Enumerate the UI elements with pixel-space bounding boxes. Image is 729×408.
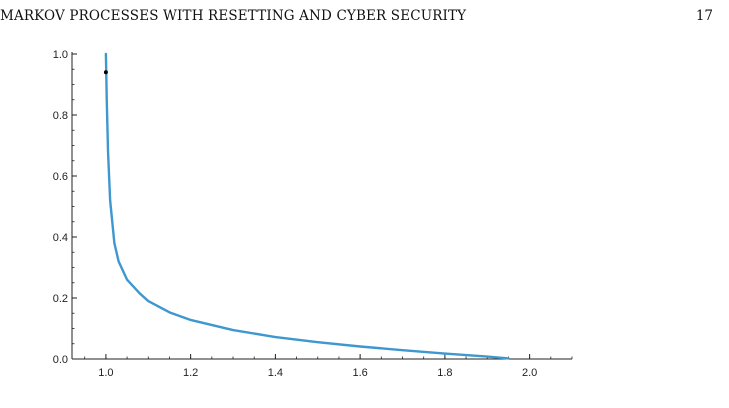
running-title: MARKOV PROCESSES WITH RESETTING AND CYBE… [0,8,467,24]
line-chart: 1.0 1.2 1.4 1.6 1.8 2.0 0.0 0.2 0.4 0.6 0.8 1.0 [53,49,573,379]
y-tick-label: 0.4 [53,232,68,244]
chart-series [104,52,510,360]
figure-caption [0,384,729,404]
y-tick-label: 0.0 [53,354,68,366]
x-tick-label: 1.2 [183,367,198,379]
y-tick-label: 1.0 [53,49,68,61]
x-tick-label: 1.6 [352,367,367,379]
page-header: MARKOV PROCESSES WITH RESETTING AND CYBE… [0,8,729,32]
chart-points [103,70,108,75]
x-tick-label: 1.4 [268,367,283,379]
series-line-1 [104,52,510,360]
page-number: 17 [695,8,713,24]
y-tick-label: 0.6 [53,171,68,183]
x-tick-label: 1.0 [98,367,113,379]
data-point-marker [103,70,108,75]
chart-ticks: 1.0 1.2 1.4 1.6 1.8 2.0 0.0 0.2 0.4 0.6 0.8 1.0 [53,49,573,379]
y-tick-label: 0.2 [53,293,68,305]
x-tick-label: 2.0 [522,367,537,379]
x-tick-label: 1.8 [437,367,452,379]
y-tick-label: 0.8 [53,110,68,122]
chart-axes [71,52,572,360]
